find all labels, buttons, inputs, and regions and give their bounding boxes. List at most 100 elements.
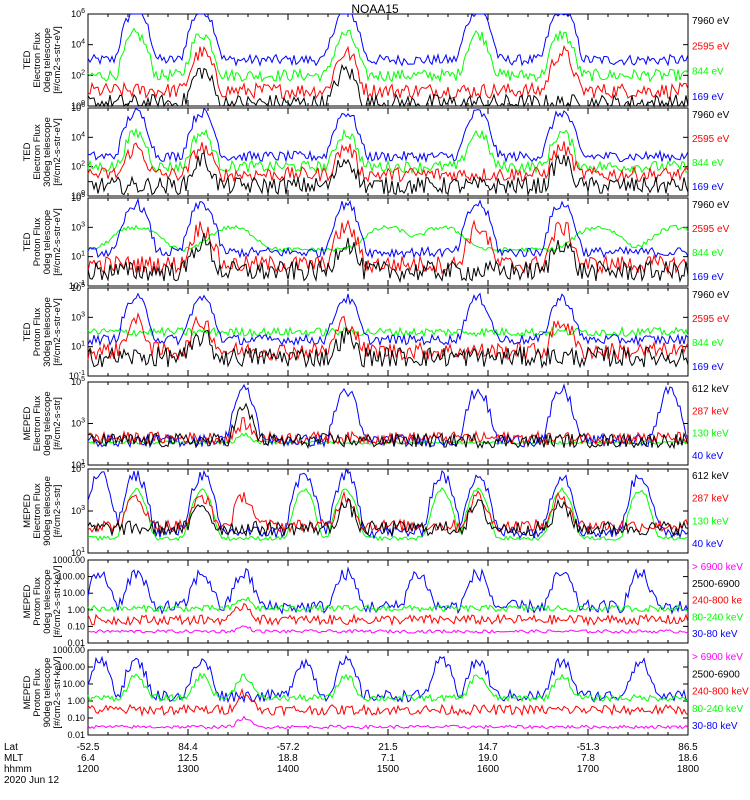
panel-frame <box>87 381 689 466</box>
series-line-magenta <box>87 625 689 634</box>
series-line-green <box>87 127 689 175</box>
legend-label: 2595 eV <box>692 134 730 145</box>
legend-label: 30-80 keV <box>692 629 738 640</box>
y-tick-label: 102 <box>71 161 85 172</box>
legend-label: 844 eV <box>692 338 724 349</box>
legend-label: 169 eV <box>692 182 724 193</box>
y-tick-label: 1.00 <box>67 696 85 706</box>
y-tick-label: 100.00 <box>57 662 85 672</box>
y-tick-label: 102 <box>71 69 85 80</box>
y-axis-label: [#/cm2-s-str-eV] <box>52 26 63 94</box>
series-line-green <box>87 596 689 614</box>
y-tick-label: 100 <box>71 100 85 111</box>
x-tick-mlt: 18.6 <box>678 753 698 764</box>
legend-label: 80-240 keV <box>692 704 743 715</box>
series-line-green <box>87 224 689 253</box>
series-line-blue <box>87 197 689 260</box>
y-axis-label: [#/cm2-s-str-keV] <box>52 656 63 728</box>
y-tick-label: 104 <box>71 39 85 50</box>
x-row-label: MLT <box>4 753 23 764</box>
y-axis-label: MEPED <box>22 494 33 528</box>
series-line-red <box>87 490 689 534</box>
panel-frame <box>87 13 689 107</box>
y-axis-label: Electron Flux <box>32 124 43 180</box>
series-line-red <box>87 687 689 717</box>
y-tick-label: 105 <box>71 282 85 293</box>
x-tick-hhmm: 1200 <box>77 764 100 775</box>
legend-label: 844 eV <box>692 67 724 78</box>
x-tick-lat: 21.5 <box>378 742 398 753</box>
x-tick-lat: -52.5 <box>77 742 100 753</box>
legend-label: 2595 eV <box>692 314 730 325</box>
x-tick-lat: 86.5 <box>678 742 698 753</box>
y-axis-label: Proton Flux <box>32 217 43 266</box>
y-axis-label: 0deg telescope <box>42 210 53 274</box>
y-axis-label: 30deg telescope <box>42 297 53 367</box>
x-tick-mlt: 12.5 <box>178 753 198 764</box>
legend-label: 844 eV <box>692 248 724 259</box>
y-tick-label: 105 <box>71 463 85 474</box>
y-tick-label: 10.00 <box>62 588 85 598</box>
series-line-black <box>87 232 689 284</box>
y-axis-label: TED <box>22 232 33 251</box>
y-axis-label: TED <box>22 142 33 161</box>
y-axis-label: 90deg telescope <box>42 476 53 546</box>
y-tick-label: 101 <box>71 251 85 262</box>
y-axis-label: Proton Flux <box>32 668 43 717</box>
y-tick-label: 1000.00 <box>52 645 85 655</box>
legend-label: > 6900 keV <box>692 652 743 663</box>
x-tick-hhmm: 1500 <box>377 764 400 775</box>
y-tick-label: 101 <box>71 459 85 470</box>
panel-frame <box>87 287 689 377</box>
x-row-label: hhmm <box>4 764 32 775</box>
y-axis-label: [#/cm2-s-str-eV] <box>52 208 63 276</box>
y-tick-label: 1.00 <box>67 605 85 615</box>
x-tick-lat: 14.7 <box>478 742 498 753</box>
y-tick-label: 100.00 <box>57 572 85 582</box>
legend-label: 2595 eV <box>692 41 730 52</box>
y-axis-label: 0deg telescope <box>42 569 53 633</box>
y-axis-label: TED <box>22 50 33 69</box>
y-axis-label: Proton Flux <box>32 577 43 626</box>
series-line-red <box>87 219 689 275</box>
y-axis-label: [#/cm2-s-str] <box>52 397 63 450</box>
series-line-magenta <box>87 715 689 730</box>
legend-label: 240-800 keV <box>692 687 749 698</box>
y-axis-label: [#/cm2-s-str-eV] <box>52 298 63 366</box>
y-axis-label: [#/cm2-s-str-eV] <box>52 118 63 186</box>
series-line-red <box>87 311 689 362</box>
legend-label: 7960 eV <box>692 110 730 121</box>
series-line-red <box>87 602 689 627</box>
series-line-red <box>87 141 689 183</box>
legend-label: 130 keV <box>692 516 729 527</box>
x-tick-lat: -51.3 <box>577 742 600 753</box>
y-tick-label: 0.01 <box>67 730 85 740</box>
x-row-label: Lat <box>4 742 18 753</box>
legend-label: 844 eV <box>692 158 724 169</box>
legend-label: 240-800 ke <box>692 596 742 607</box>
y-tick-label: 10.00 <box>62 679 85 689</box>
legend-label: 2500-6900 <box>692 669 740 680</box>
x-row-label: 2020 Jun 12 <box>4 775 59 786</box>
y-tick-label: 10-1 <box>69 370 85 381</box>
y-axis-label: 30deg telescope <box>42 117 53 187</box>
y-tick-label: 105 <box>71 376 85 387</box>
y-tick-label: 100 <box>71 190 85 201</box>
legend-label: 30-80 keV <box>692 721 738 732</box>
y-axis-label: 0deg telescope <box>42 391 53 455</box>
x-tick-hhmm: 1600 <box>477 764 500 775</box>
legend-label: 40 keV <box>692 451 723 462</box>
legend-label: 612 keV <box>692 471 729 482</box>
legend-label: 169 eV <box>692 272 724 283</box>
y-axis-label: Electron Flux <box>32 483 43 539</box>
y-axis-label: [#/cm2-s-str-keV] <box>52 565 63 637</box>
series-line-green <box>87 325 689 339</box>
y-tick-label: 106 <box>71 102 85 113</box>
legend-label: 7960 eV <box>692 290 730 301</box>
y-tick-label: 103 <box>71 221 85 232</box>
x-tick-mlt: 7.8 <box>581 753 595 764</box>
x-tick-mlt: 6.4 <box>81 753 95 764</box>
series-line-black <box>87 152 689 196</box>
chart-title: NOAA15 <box>351 2 399 16</box>
series-line-blue <box>87 107 689 164</box>
